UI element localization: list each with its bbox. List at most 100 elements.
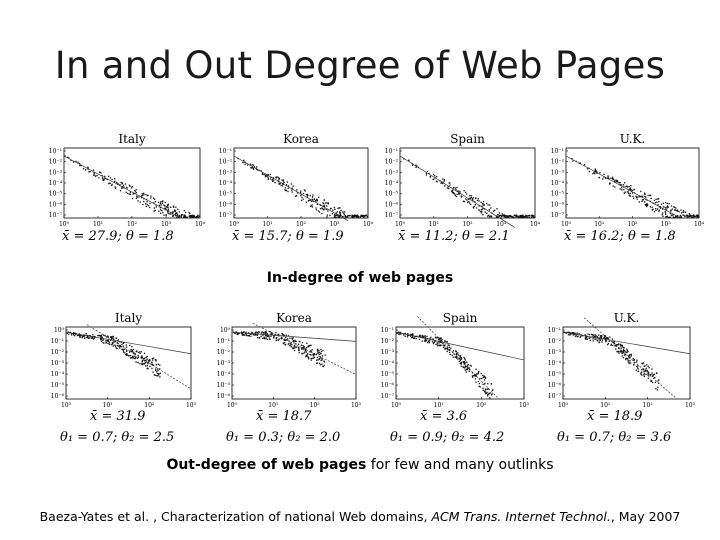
data-point bbox=[446, 350, 448, 353]
data-point bbox=[484, 391, 487, 393]
data-point bbox=[422, 336, 425, 338]
data-point bbox=[657, 386, 659, 388]
data-point bbox=[335, 214, 337, 217]
data-point bbox=[478, 370, 480, 373]
data-point bbox=[666, 202, 668, 205]
data-point bbox=[266, 335, 268, 337]
data-point bbox=[145, 203, 147, 205]
data-point bbox=[462, 200, 465, 202]
data-point bbox=[135, 191, 138, 194]
data-point bbox=[615, 348, 617, 350]
y-tick-label: 10⁻³ bbox=[551, 169, 565, 176]
data-point bbox=[626, 348, 628, 350]
x-tick-label: 10⁴ bbox=[694, 221, 705, 228]
data-point bbox=[520, 216, 522, 219]
data-point bbox=[424, 337, 427, 339]
data-point bbox=[316, 200, 318, 202]
data-point bbox=[656, 208, 659, 210]
data-point bbox=[446, 347, 448, 349]
data-point bbox=[161, 201, 164, 203]
data-point bbox=[682, 209, 685, 212]
data-point bbox=[141, 363, 143, 365]
data-point bbox=[605, 177, 607, 180]
data-point bbox=[688, 215, 690, 218]
data-point bbox=[472, 206, 475, 208]
y-tick-label: 10⁻² bbox=[385, 159, 399, 166]
data-point bbox=[128, 355, 130, 357]
data-point bbox=[464, 358, 466, 360]
data-point bbox=[586, 338, 589, 340]
data-point bbox=[310, 354, 312, 356]
data-point bbox=[646, 204, 649, 207]
data-point bbox=[167, 203, 170, 205]
data-point bbox=[165, 208, 167, 211]
data-point bbox=[657, 204, 659, 206]
data-point bbox=[486, 395, 489, 397]
data-point bbox=[183, 210, 185, 212]
data-point bbox=[301, 342, 304, 344]
data-point bbox=[664, 210, 666, 213]
data-point bbox=[598, 334, 600, 336]
stat-line: x̄ = 15.7; θ = 1.9 bbox=[232, 229, 344, 244]
data-point bbox=[249, 333, 251, 335]
data-point bbox=[661, 214, 663, 216]
data-point bbox=[474, 375, 477, 377]
stat-line: x̄ = 3.6 bbox=[420, 409, 467, 424]
chart-out-u-k-: U.K.10⁰ 10¹ 10² 10³10⁻¹10⁻²10⁻³10⁻⁴10⁻⁵10⁻⁶… bbox=[548, 311, 696, 445]
data-point bbox=[299, 341, 301, 343]
data-point bbox=[464, 359, 466, 361]
data-point bbox=[619, 184, 622, 186]
data-point bbox=[465, 371, 467, 373]
data-point bbox=[617, 343, 620, 345]
data-point bbox=[433, 341, 436, 343]
data-point bbox=[118, 347, 121, 349]
data-point bbox=[504, 216, 506, 218]
data-point bbox=[481, 377, 483, 380]
data-point bbox=[478, 385, 480, 387]
data-point bbox=[122, 345, 124, 347]
data-point bbox=[413, 337, 416, 339]
chart-in-u-k-: U.K.10⁰ 10¹ 10² 10³ 10⁴10⁻¹10⁻²10⁻³10⁻⁴10⁻⁵1… bbox=[551, 132, 705, 244]
data-point bbox=[137, 356, 139, 359]
data-point bbox=[676, 209, 679, 211]
data-point bbox=[665, 208, 667, 210]
data-point bbox=[454, 193, 456, 195]
data-point bbox=[236, 333, 238, 336]
data-point bbox=[363, 216, 365, 219]
data-point bbox=[448, 351, 451, 353]
data-point bbox=[649, 373, 651, 376]
data-point bbox=[289, 345, 291, 347]
data-point bbox=[431, 338, 433, 340]
data-point bbox=[656, 201, 658, 203]
data-point bbox=[403, 158, 405, 160]
data-point bbox=[636, 365, 638, 368]
data-point bbox=[640, 371, 643, 373]
data-point bbox=[109, 336, 112, 338]
data-point bbox=[594, 169, 596, 171]
data-point bbox=[515, 214, 518, 216]
data-point bbox=[295, 343, 297, 345]
data-point bbox=[253, 164, 255, 166]
data-point bbox=[310, 205, 312, 207]
data-point bbox=[642, 198, 645, 201]
data-point bbox=[452, 356, 454, 358]
data-point bbox=[161, 209, 163, 212]
data-point bbox=[143, 200, 145, 203]
data-point bbox=[283, 342, 285, 344]
data-point bbox=[142, 194, 144, 196]
data-point bbox=[464, 362, 466, 364]
data-point bbox=[680, 216, 682, 219]
data-point bbox=[83, 335, 85, 337]
stat-line: x̄ = 31.9 bbox=[90, 409, 145, 424]
data-point bbox=[322, 202, 325, 205]
data-point bbox=[119, 341, 121, 343]
data-point bbox=[275, 331, 277, 334]
data-point bbox=[342, 211, 344, 213]
data-point bbox=[273, 335, 275, 337]
data-point bbox=[619, 343, 622, 345]
x-tick-label: 10² bbox=[296, 221, 307, 228]
data-point bbox=[290, 342, 292, 345]
data-point bbox=[404, 335, 406, 337]
data-point bbox=[661, 208, 664, 210]
x-tick-label: 10¹ bbox=[429, 221, 439, 228]
